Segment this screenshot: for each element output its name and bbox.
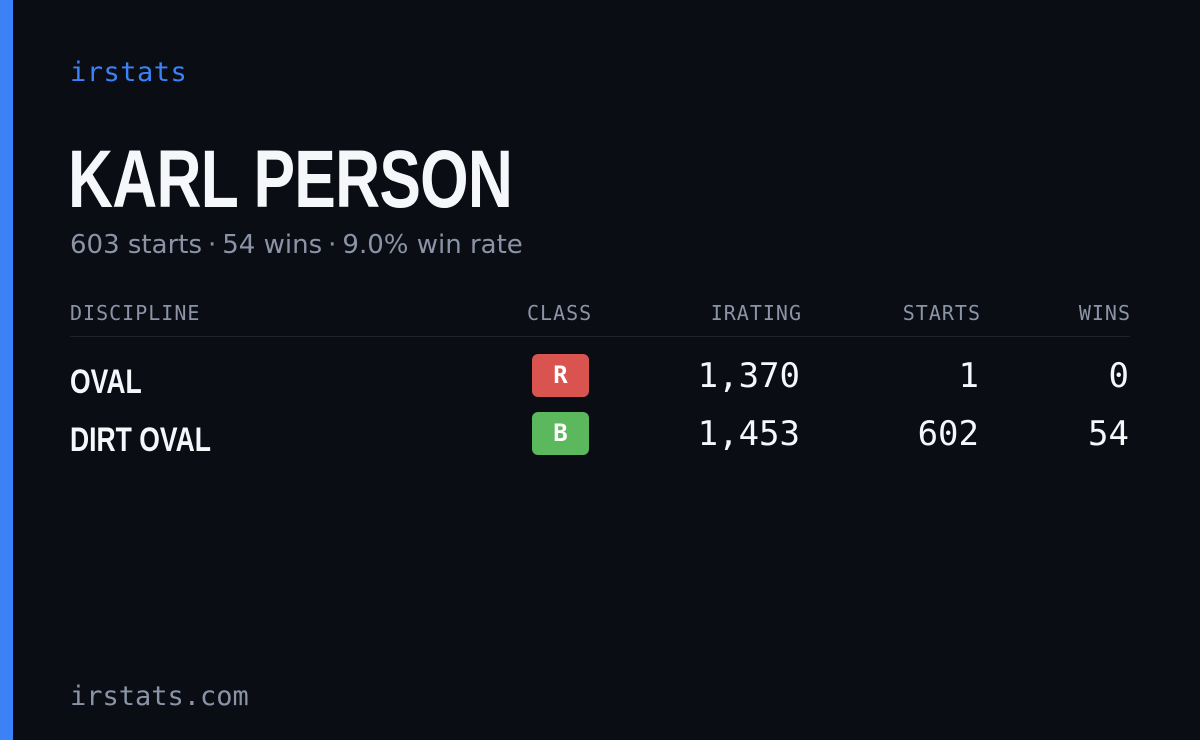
wins-value: 0: [1108, 356, 1129, 396]
accent-bar: [0, 0, 13, 740]
starts-summary: 603 starts: [70, 230, 202, 260]
discipline-label: DIRT OVAL: [70, 421, 211, 459]
header-discipline: DISCIPLINE: [70, 301, 201, 325]
irating-value: 1,453: [697, 414, 800, 454]
class-badge: R: [532, 354, 589, 397]
summary-separator: ·: [328, 230, 337, 260]
header-class: CLASS: [527, 301, 593, 325]
header-starts: STARTS: [902, 301, 981, 325]
starts-value: 1: [958, 356, 979, 396]
header-irating: IRATING: [710, 301, 802, 325]
header-wins: WINS: [1078, 301, 1131, 325]
driver-name: KARL PERSON: [68, 134, 513, 225]
class-badge: B: [532, 412, 589, 455]
starts-value: 602: [917, 414, 979, 454]
wins-value: 54: [1088, 414, 1129, 454]
driver-summary: 603 starts · 54 wins · 9.0% win rate: [70, 228, 523, 262]
table-row: DIRT OVAL B 1,453 602 54: [0, 412, 1200, 462]
table-row: OVAL R 1,370 1 0: [0, 354, 1200, 404]
win-rate-summary: 9.0% win rate: [342, 230, 523, 260]
header-divider: [70, 336, 1130, 337]
irating-value: 1,370: [697, 356, 800, 396]
discipline-label: OVAL: [70, 363, 142, 401]
wins-summary: 54 wins: [222, 230, 323, 260]
brand-logo: irstats: [70, 57, 188, 88]
summary-separator: ·: [208, 230, 217, 260]
footer-url: irstats.com: [70, 681, 249, 712]
